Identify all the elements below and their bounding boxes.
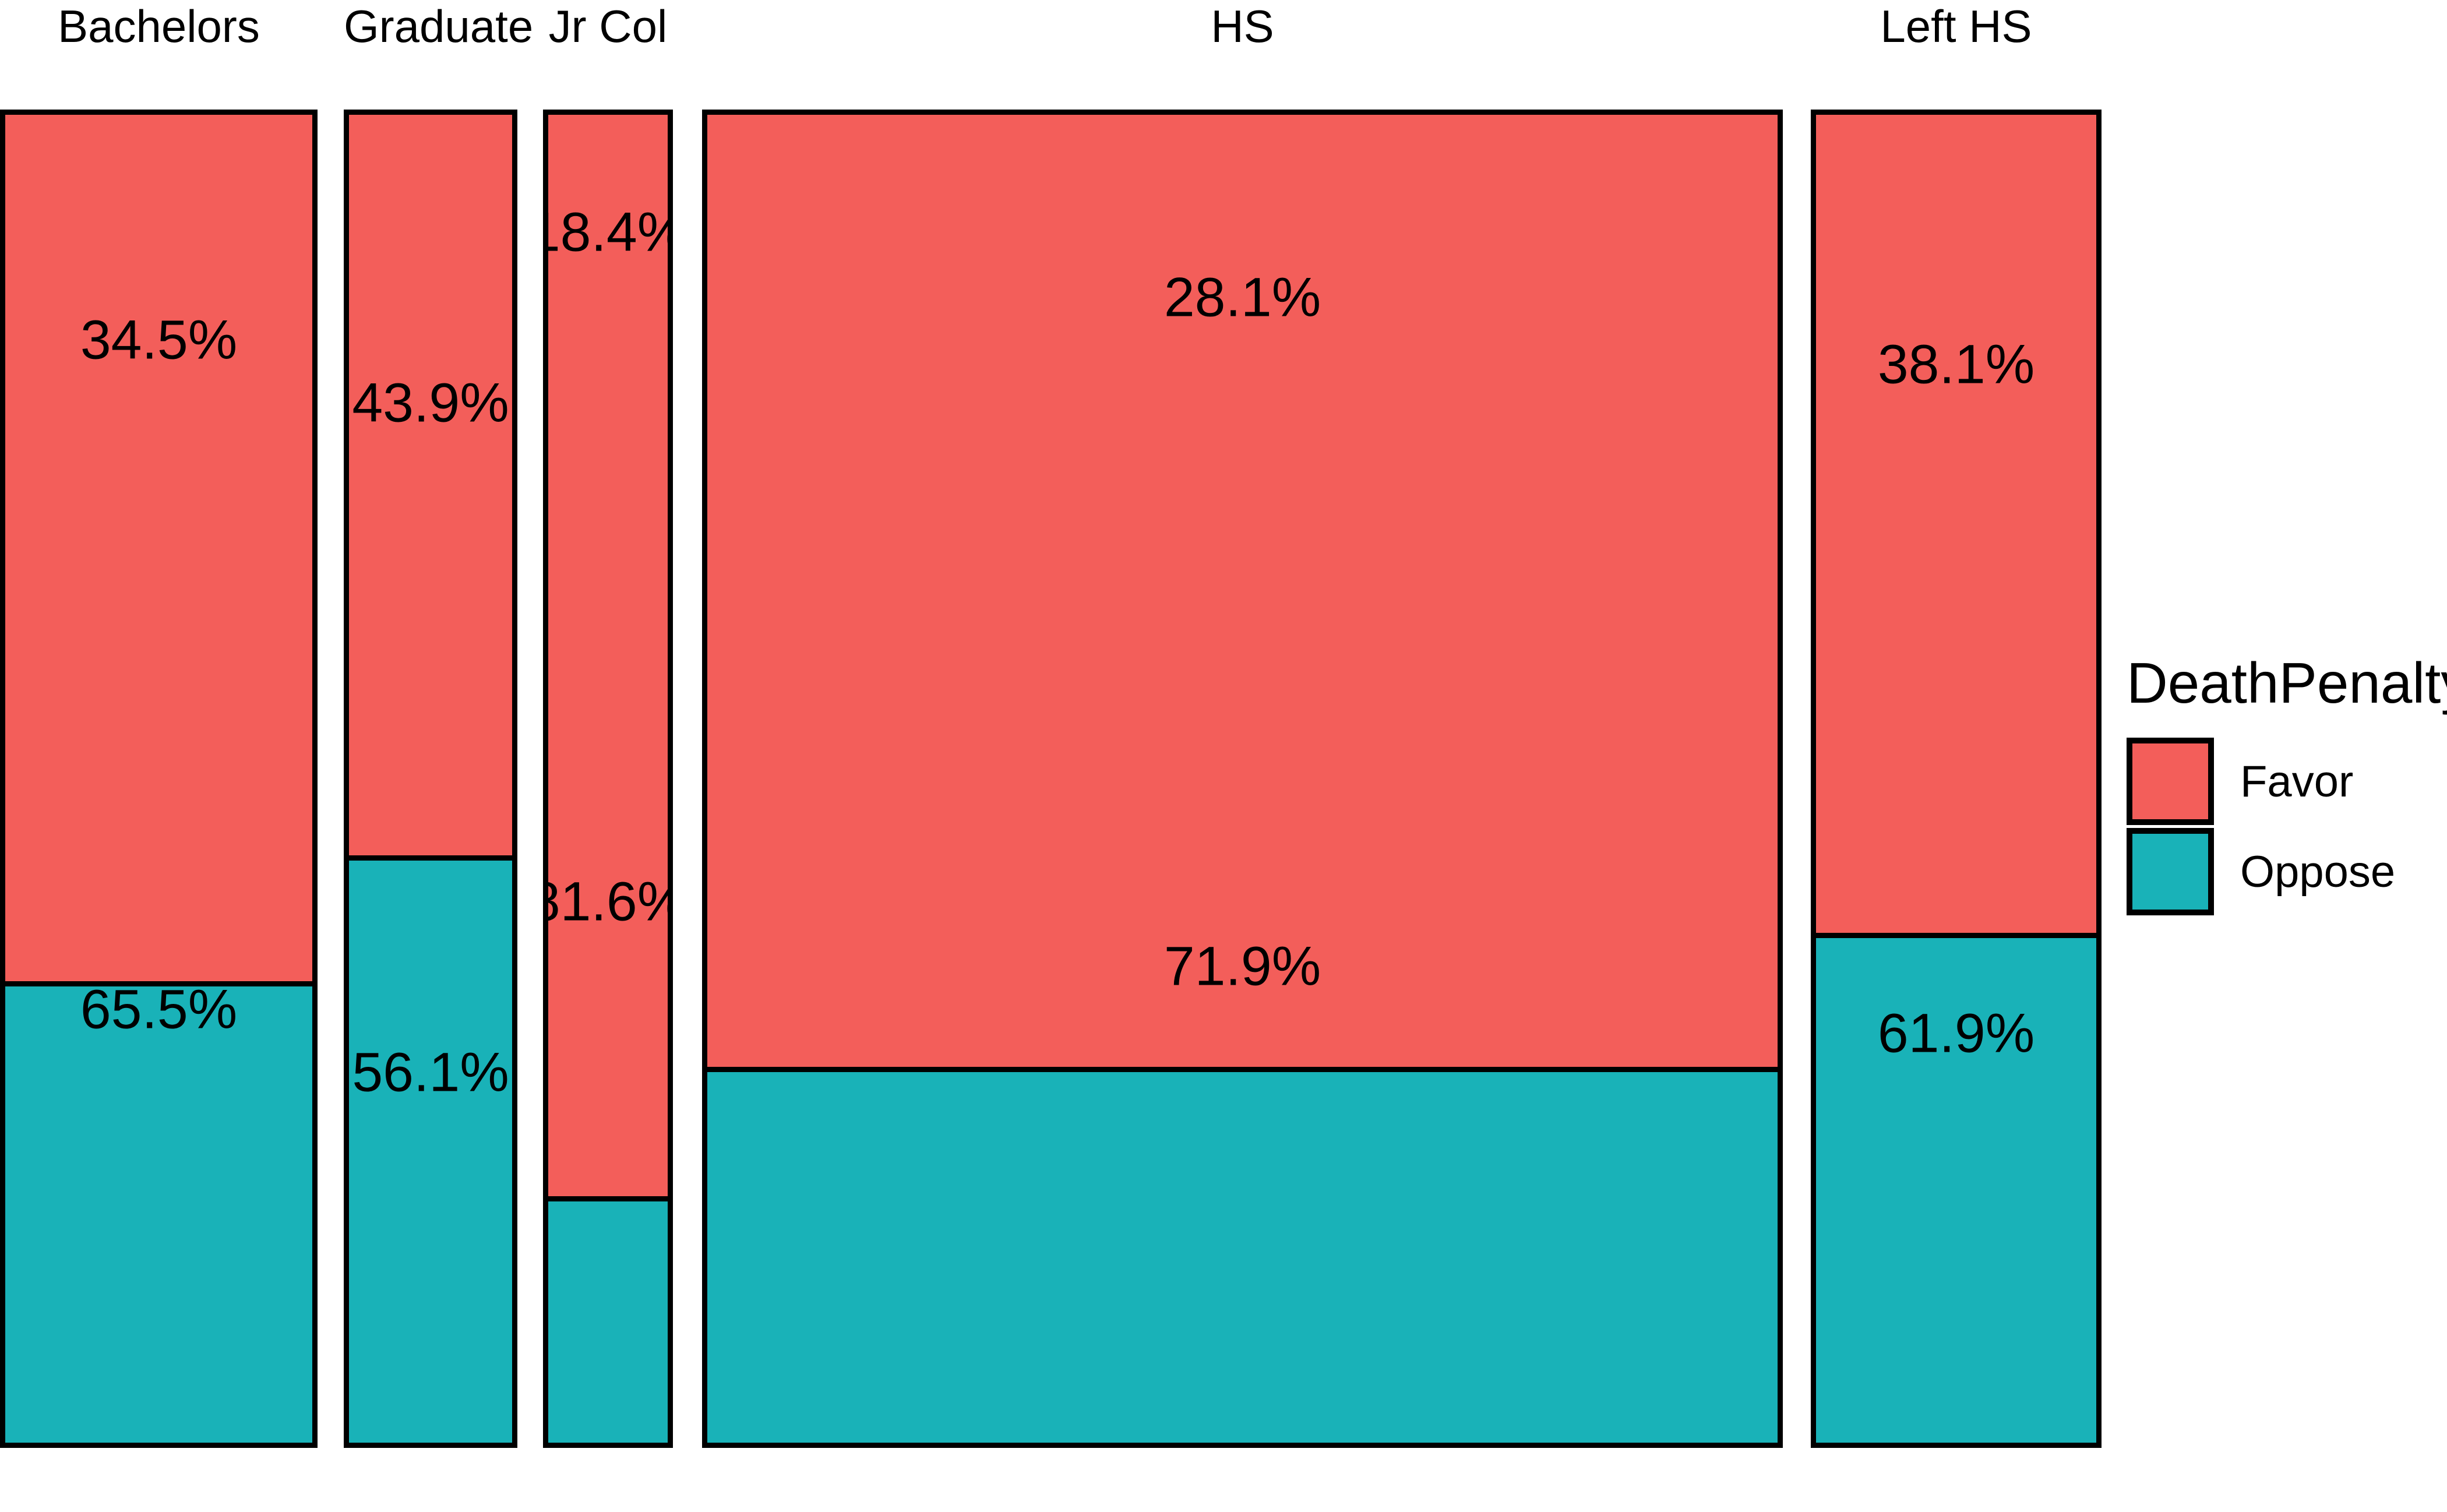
legend-row-oppose: Oppose [2127, 828, 2447, 915]
favor-pct-label: 28.1% [1163, 266, 1321, 329]
oppose-pct-label: 81.6% [548, 870, 668, 933]
legend-label-favor: Favor [2240, 756, 2354, 806]
mosaic-column-hs: 28.1% 71.9% [702, 110, 1783, 1448]
legend-swatch-oppose-icon [2127, 828, 2214, 915]
legend-label-oppose: Oppose [2240, 847, 2396, 897]
favor-pct-label: 38.1% [1877, 333, 2035, 396]
oppose-pct-label: 56.1% [352, 1041, 509, 1104]
label-clip: 18.4% 81.6% [548, 110, 668, 1448]
oppose-pct-label: 65.5% [80, 978, 238, 1041]
favor-pct-label: 18.4% [548, 201, 668, 263]
category-label-bachelors: Bachelors [58, 1, 260, 52]
legend: DeathPenalty Favor Oppose [2127, 654, 2447, 915]
favor-tile [0, 110, 318, 986]
favor-tile [702, 110, 1783, 1072]
oppose-pct-label: 71.9% [1163, 935, 1321, 998]
favor-pct-label: 43.9% [352, 372, 509, 434]
oppose-pct-label: 61.9% [1877, 1002, 2035, 1065]
legend-swatch-favor-icon [2127, 738, 2214, 825]
oppose-tile [702, 1067, 1783, 1448]
label-clip: 28.1% 71.9% [707, 110, 1778, 1448]
favor-tile [543, 110, 673, 1201]
favor-pct-label: 34.5% [80, 309, 238, 371]
category-label-graduate: Graduate [344, 1, 534, 52]
mosaic-column-jr-col: 18.4% 81.6% [543, 110, 673, 1448]
label-clip: 34.5% 65.5% [5, 110, 312, 1448]
category-label-left-hs: Left HS [1880, 1, 2032, 52]
legend-title: DeathPenalty [2127, 651, 2447, 715]
category-label-hs: HS [1211, 1, 1274, 52]
oppose-tile [0, 981, 318, 1448]
legend-row-favor: Favor [2127, 738, 2447, 825]
mosaic-column-left-hs: 38.1% 61.9% [1811, 110, 2102, 1448]
mosaic-column-bachelors: 34.5% 65.5% [0, 110, 318, 1448]
oppose-tile [1811, 933, 2102, 1448]
mosaic-column-graduate: 43.9% 56.1% [344, 110, 517, 1448]
category-label-jr-col: Jr Col [548, 1, 668, 52]
label-clip: 38.1% 61.9% [1816, 110, 2096, 1448]
label-clip: 43.9% 56.1% [349, 110, 512, 1448]
oppose-tile [344, 855, 517, 1448]
oppose-tile [543, 1196, 673, 1448]
favor-tile [1811, 110, 2102, 938]
